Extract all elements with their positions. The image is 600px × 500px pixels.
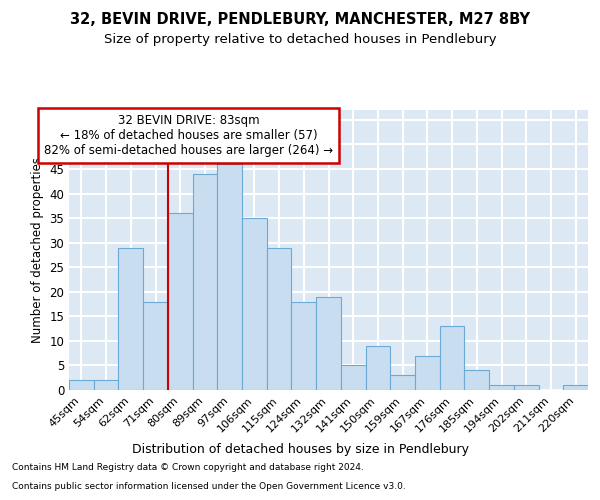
Bar (316, 296, 341, 390)
Y-axis label: Number of detached properties: Number of detached properties (31, 157, 44, 343)
Bar (94, 380, 118, 390)
Bar (242, 218, 267, 390)
Bar (69, 380, 94, 390)
Text: 32, BEVIN DRIVE, PENDLEBURY, MANCHESTER, M27 8BY: 32, BEVIN DRIVE, PENDLEBURY, MANCHESTER,… (70, 12, 530, 28)
Bar (514, 385, 539, 390)
Bar (489, 385, 514, 390)
Bar (415, 356, 440, 390)
Text: Size of property relative to detached houses in Pendlebury: Size of property relative to detached ho… (104, 32, 496, 46)
Bar (341, 366, 365, 390)
Bar (390, 376, 415, 390)
Bar (193, 174, 217, 390)
Bar (440, 326, 464, 390)
Text: Contains public sector information licensed under the Open Government Licence v3: Contains public sector information licen… (12, 482, 406, 491)
Text: Distribution of detached houses by size in Pendlebury: Distribution of detached houses by size … (131, 442, 469, 456)
Bar (267, 248, 292, 390)
Bar (292, 302, 316, 390)
Bar (143, 302, 168, 390)
Bar (168, 213, 193, 390)
Text: 32 BEVIN DRIVE: 83sqm
← 18% of detached houses are smaller (57)
82% of semi-deta: 32 BEVIN DRIVE: 83sqm ← 18% of detached … (44, 114, 333, 157)
Bar (563, 385, 588, 390)
Bar (464, 370, 489, 390)
Bar (217, 164, 242, 390)
Bar (118, 248, 143, 390)
Text: Contains HM Land Registry data © Crown copyright and database right 2024.: Contains HM Land Registry data © Crown c… (12, 464, 364, 472)
Bar (365, 346, 390, 390)
